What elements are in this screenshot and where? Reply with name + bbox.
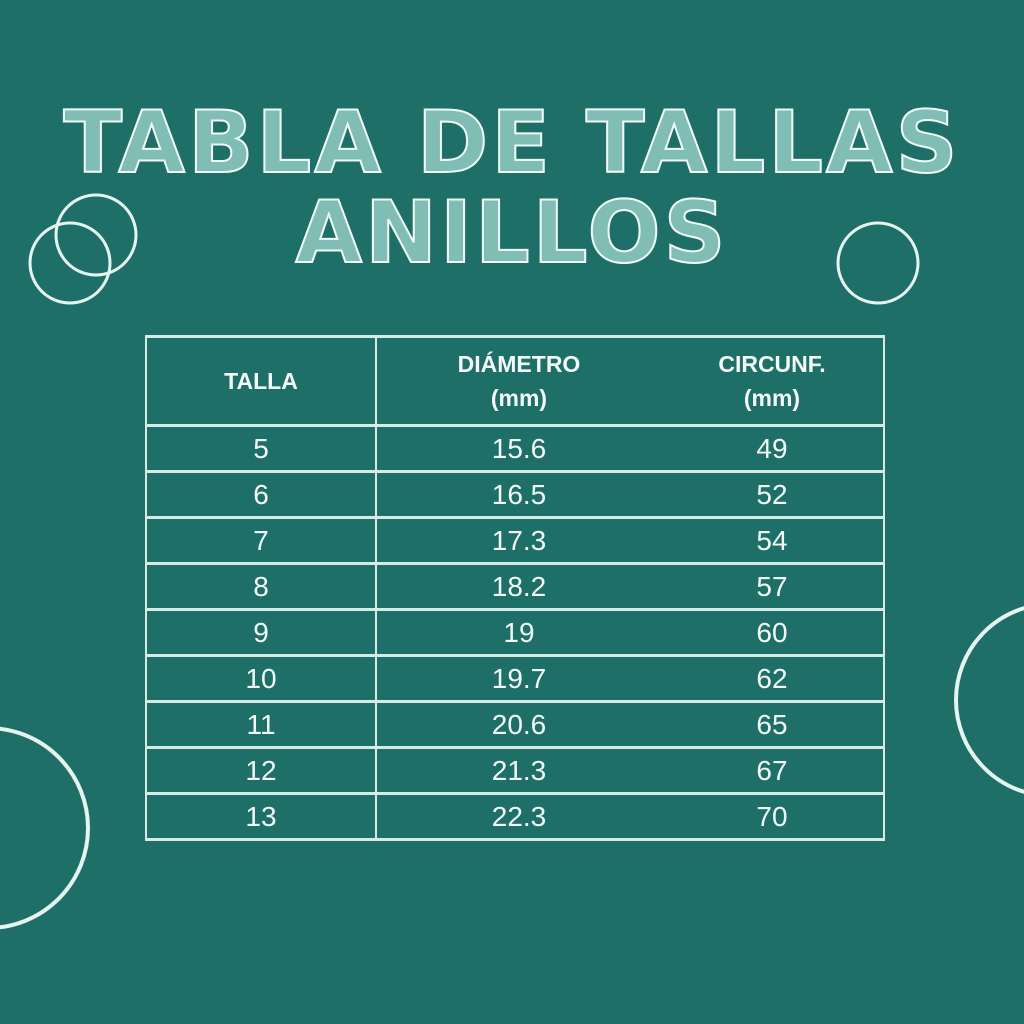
- ring-icon: [28, 221, 112, 305]
- cell-diametro: 22.3: [376, 792, 661, 841]
- cell-talla: 8: [146, 562, 377, 611]
- cell-diametro: 19: [376, 608, 661, 657]
- ring-icon: [836, 221, 920, 305]
- cell-circunferencia: 57: [661, 562, 884, 611]
- table-row: 6 16.5 52: [146, 470, 884, 519]
- table-row: 11 20.6 65: [146, 700, 884, 749]
- cell-talla: 7: [146, 516, 377, 565]
- cell-talla: 11: [146, 700, 377, 749]
- cell-circunferencia: 49: [661, 424, 884, 473]
- table-header-row: TALLA DIÁMETRO (mm) CIRCUNF. (mm): [146, 335, 884, 427]
- cell-circunferencia: 62: [661, 654, 884, 703]
- table-row: 7 17.3 54: [146, 516, 884, 565]
- table-row: 8 18.2 57: [146, 562, 884, 611]
- cell-circunferencia: 52: [661, 470, 884, 519]
- cell-circunferencia: 70: [661, 792, 884, 841]
- cell-circunferencia: 65: [661, 700, 884, 749]
- page-title: TABLA DE TALLAS: [62, 93, 961, 193]
- cell-talla: 5: [146, 424, 377, 473]
- table-row: 10 19.7 62: [146, 654, 884, 703]
- page-subtitle: ANILLOS: [294, 183, 729, 283]
- ring-icon: [54, 193, 138, 277]
- table-row: 9 19 60: [146, 608, 884, 657]
- header-diametro: DIÁMETRO (mm): [376, 335, 661, 427]
- ring-icon: [0, 726, 90, 930]
- size-table: TALLA DIÁMETRO (mm) CIRCUNF. (mm) 5 15.6 49 6…: [145, 335, 885, 841]
- cell-circunferencia: 60: [661, 608, 884, 657]
- cell-talla: 6: [146, 470, 377, 519]
- cell-diametro: 21.3: [376, 746, 661, 795]
- cell-circunferencia: 54: [661, 516, 884, 565]
- cell-circunferencia: 67: [661, 746, 884, 795]
- cell-talla: 12: [146, 746, 377, 795]
- cell-diametro: 19.7: [376, 654, 661, 703]
- header-talla: TALLA: [146, 335, 377, 427]
- cell-talla: 13: [146, 792, 377, 841]
- table-row: 12 21.3 67: [146, 746, 884, 795]
- cell-diametro: 20.6: [376, 700, 661, 749]
- cell-talla: 10: [146, 654, 377, 703]
- cell-diametro: 15.6: [376, 424, 661, 473]
- cell-diametro: 16.5: [376, 470, 661, 519]
- table-row: 5 15.6 49: [146, 424, 884, 473]
- cell-talla: 9: [146, 608, 377, 657]
- ring-icon: [954, 606, 1024, 794]
- header-circunferencia: CIRCUNF. (mm): [661, 335, 884, 427]
- cell-diametro: 18.2: [376, 562, 661, 611]
- table-row: 13 22.3 70: [146, 792, 884, 841]
- cell-diametro: 17.3: [376, 516, 661, 565]
